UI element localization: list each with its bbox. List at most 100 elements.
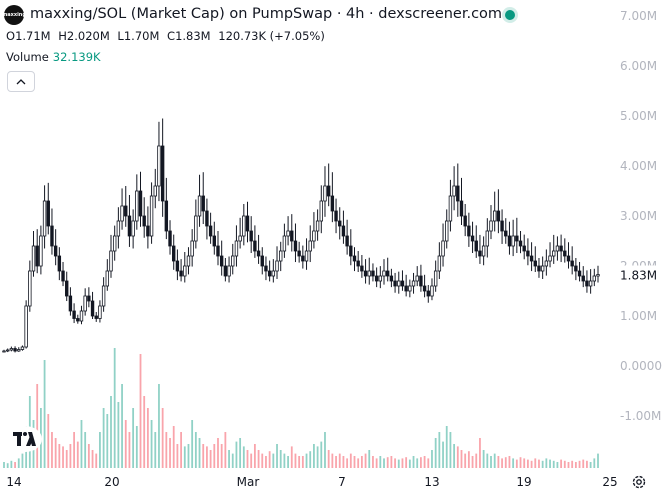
volume-bar <box>390 456 393 468</box>
candle <box>526 238 530 266</box>
y-tick-label: 0.0000 <box>620 359 662 373</box>
volume-bar <box>21 453 24 468</box>
volume-bar <box>235 441 238 468</box>
volume-bar <box>493 453 496 468</box>
volume-bar <box>519 457 522 468</box>
volume-bar <box>95 453 98 468</box>
volume-bar <box>467 451 470 468</box>
candle <box>72 303 76 324</box>
volume-bar <box>62 446 64 468</box>
candle <box>293 223 298 263</box>
volume-bar <box>294 453 297 468</box>
volume-bar <box>338 453 341 468</box>
volume-bar <box>316 446 319 468</box>
candle <box>116 207 121 249</box>
volume-bar <box>250 453 253 468</box>
volume-bar <box>530 460 533 468</box>
volume-bar <box>80 420 83 468</box>
candle <box>249 216 253 253</box>
candle <box>537 258 541 278</box>
volume-bar <box>408 459 411 468</box>
candle <box>267 260 272 282</box>
candle <box>234 225 239 267</box>
volume-bar <box>176 444 179 468</box>
candle <box>153 168 157 209</box>
volume-bar <box>504 457 507 468</box>
volume-bar <box>501 458 503 468</box>
volume-bar <box>324 432 326 468</box>
candle <box>581 266 585 288</box>
candle <box>345 219 349 255</box>
candle <box>592 268 597 287</box>
collapse-legend-button[interactable] <box>7 71 35 92</box>
candle <box>120 188 124 230</box>
candle <box>540 256 545 279</box>
settings-button[interactable] <box>631 474 647 490</box>
volume-bar <box>449 432 452 468</box>
candle <box>548 242 552 268</box>
candle <box>264 256 268 281</box>
candle <box>79 305 84 325</box>
volume-bar <box>194 432 197 468</box>
candle <box>31 231 36 277</box>
volume-bar <box>527 459 529 468</box>
candle <box>157 121 161 202</box>
volume-bar <box>135 426 138 468</box>
candle <box>312 212 316 249</box>
candle <box>183 252 187 283</box>
volume-bar <box>224 432 227 468</box>
y-tick-label: 7.00M <box>620 9 657 23</box>
candle <box>529 242 534 272</box>
volume-bar <box>128 432 131 468</box>
candle <box>397 271 401 294</box>
volume-bar <box>512 458 515 468</box>
volume-bar <box>10 460 13 468</box>
candle <box>35 229 39 274</box>
volume-bar <box>571 460 574 468</box>
volume-bar <box>423 456 426 468</box>
volume-bar <box>132 408 135 468</box>
volume-bar <box>523 458 526 468</box>
candle <box>242 204 246 246</box>
candle <box>219 240 224 276</box>
candle <box>127 195 132 247</box>
candle <box>308 225 312 263</box>
y-tick-label: 5.00M <box>620 109 657 123</box>
candle <box>382 259 386 285</box>
candle <box>496 189 501 234</box>
candle <box>363 259 368 284</box>
candle <box>452 166 456 211</box>
volume-bar <box>386 457 389 468</box>
volume-bar <box>438 432 441 468</box>
volume-bar <box>257 450 260 468</box>
chevron-up-icon <box>16 78 26 84</box>
candle <box>65 271 69 302</box>
candle <box>430 278 434 301</box>
volume-bar <box>206 446 208 468</box>
volume-bar <box>578 460 581 468</box>
volume-bar <box>497 456 500 468</box>
candle <box>20 345 25 351</box>
candle <box>124 186 128 227</box>
candle <box>515 217 519 253</box>
candle <box>256 234 261 264</box>
candle <box>279 241 283 272</box>
volume-bar <box>228 450 230 468</box>
volume-bar <box>139 354 142 468</box>
candle <box>404 274 408 297</box>
candle <box>24 300 28 349</box>
volume-bar <box>460 450 463 468</box>
volume-bar <box>202 444 205 468</box>
candle <box>105 259 110 291</box>
candle <box>552 234 556 264</box>
live-status-dot <box>505 10 515 20</box>
volume-bar <box>567 462 570 468</box>
candle <box>371 263 375 282</box>
volume-bar <box>87 444 90 468</box>
candle <box>135 174 139 230</box>
candle <box>186 247 191 275</box>
candle <box>504 218 508 244</box>
tradingview-logo[interactable] <box>8 426 42 452</box>
